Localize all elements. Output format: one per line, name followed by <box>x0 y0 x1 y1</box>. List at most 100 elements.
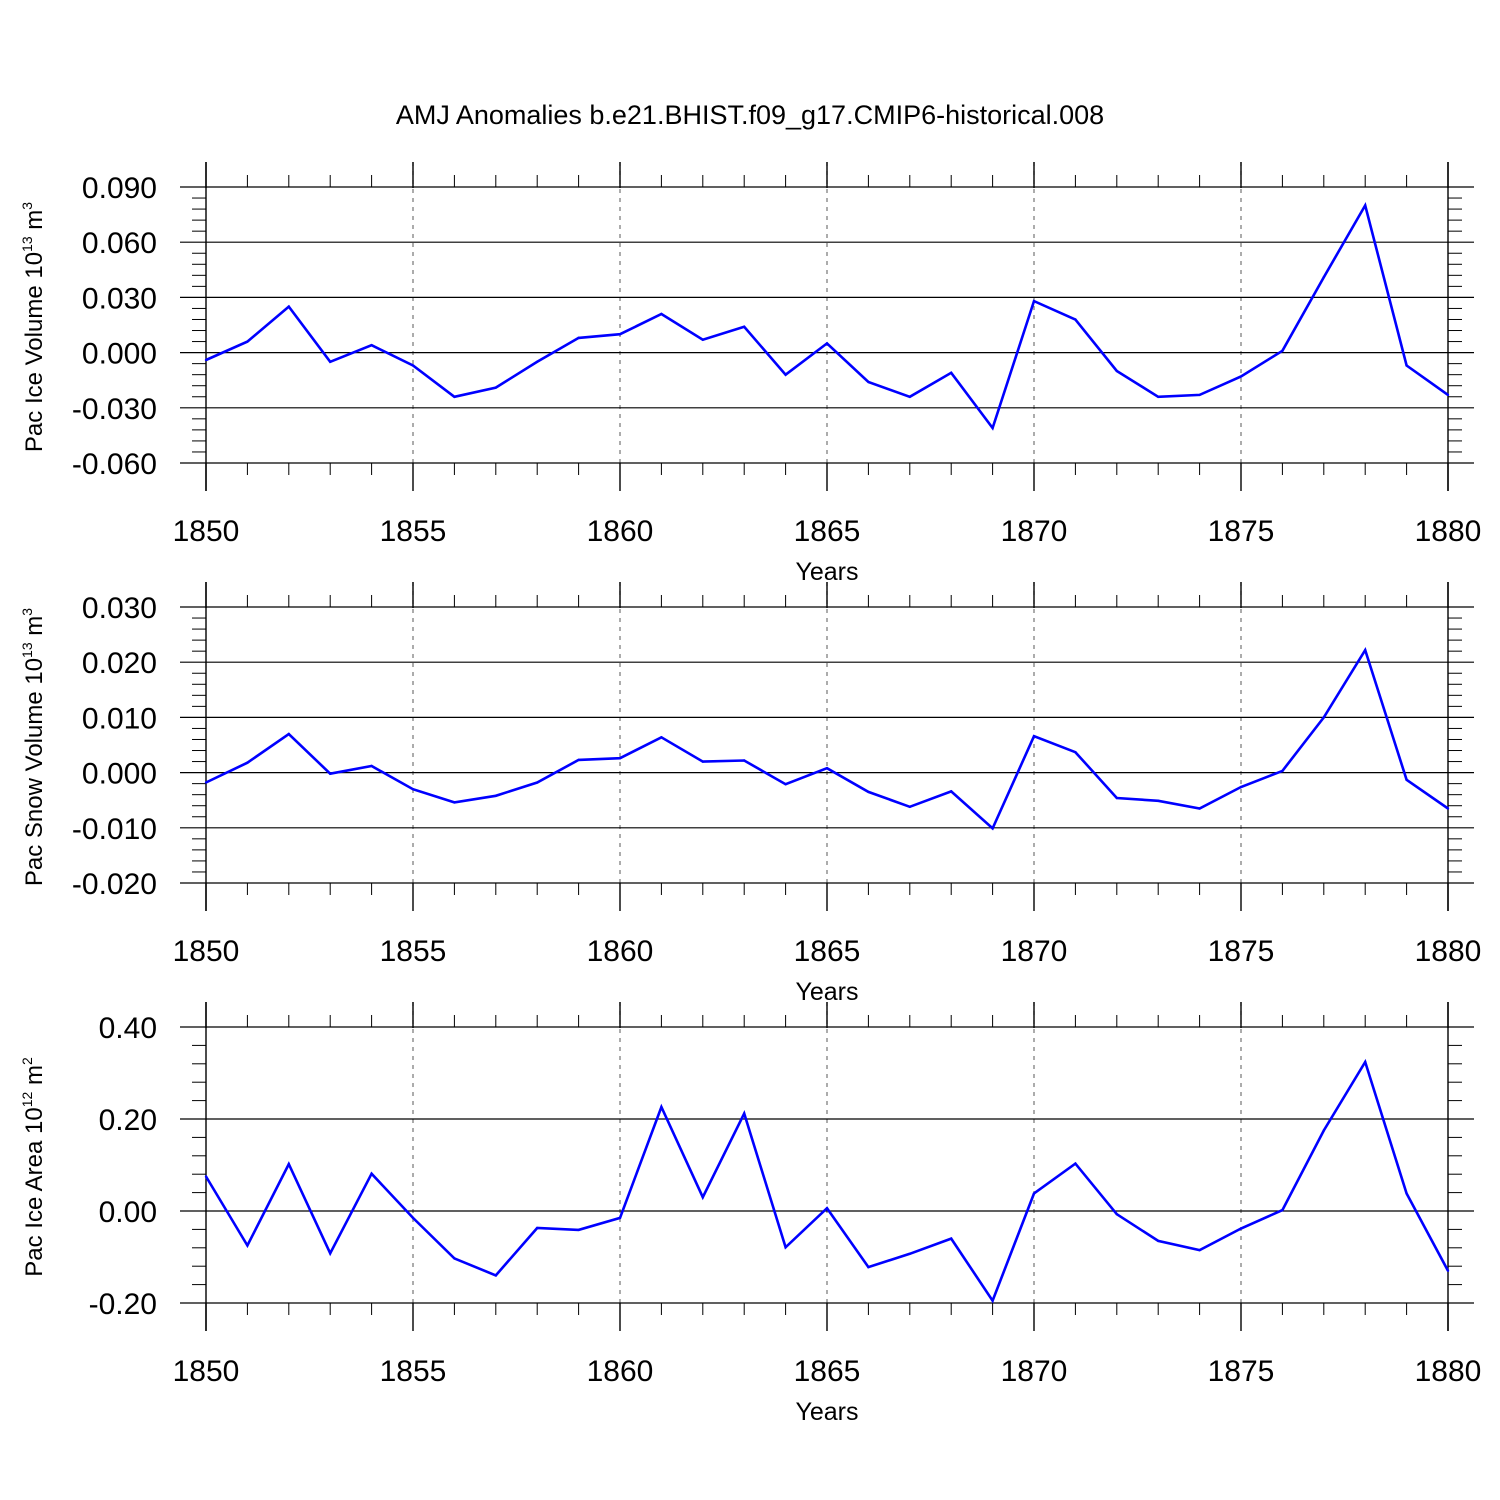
data-point <box>1364 648 1367 652</box>
x-tick-label: 1865 <box>794 935 861 968</box>
data-point <box>287 732 290 736</box>
data-point <box>1074 750 1077 754</box>
data-point <box>204 358 208 362</box>
data-point <box>287 1162 290 1166</box>
data-point <box>1322 275 1326 279</box>
y-axis-title: Pac Snow Volume 1013 m3 <box>19 608 48 886</box>
data-point <box>618 757 622 760</box>
data-point <box>1115 1213 1119 1216</box>
x-axis-title: Years <box>795 558 858 586</box>
data-point <box>329 772 332 775</box>
data-point <box>660 736 663 739</box>
x-tick-label: 1865 <box>794 515 861 548</box>
y-axis-title: Pac Ice Area 1012 m2 <box>19 1057 48 1277</box>
y-axis-title-unit-exponent: 2 <box>19 1057 35 1065</box>
data-point <box>577 758 580 762</box>
x-tick-label: 1860 <box>587 1355 654 1388</box>
data-point <box>1157 1239 1160 1243</box>
data-point <box>453 395 456 398</box>
data-point <box>618 1216 622 1220</box>
data-point <box>1198 393 1201 397</box>
data-point <box>701 760 704 763</box>
data-point <box>536 360 539 363</box>
chart-title: AMJ Anomalies b.e21.BHIST.f09_g17.CMIP6-… <box>396 100 1104 130</box>
data-point <box>1115 369 1119 373</box>
y-tick-label: 0.010 <box>82 702 157 735</box>
y-axis-title-exponent: 13 <box>19 642 35 658</box>
y-axis-title-exponent: 12 <box>19 1092 35 1108</box>
data-point <box>1405 778 1408 781</box>
data-point <box>660 1105 663 1109</box>
data-point <box>825 766 829 770</box>
data-point <box>825 342 829 345</box>
y-tick-label: -0.030 <box>72 393 157 426</box>
data-point <box>784 782 787 786</box>
y-axis-title: Pac Ice Volume 1013 m3 <box>19 202 48 452</box>
y-tick-label: 0.090 <box>82 172 157 205</box>
data-point <box>1157 395 1160 398</box>
data-point <box>1364 204 1367 207</box>
data-point <box>991 426 994 430</box>
x-tick-label: 1875 <box>1208 935 1275 968</box>
y-tick-label: -0.020 <box>72 868 157 901</box>
y-axis-title-base: Pac Snow Volume 10 <box>21 658 48 886</box>
data-point <box>784 373 787 376</box>
x-tick-label: 1870 <box>1001 1355 1068 1388</box>
data-point <box>1032 299 1036 303</box>
data-point <box>1281 349 1284 352</box>
data-point <box>204 781 208 784</box>
x-tick-label: 1850 <box>173 515 240 548</box>
data-point <box>867 790 870 794</box>
data-point <box>825 1207 829 1210</box>
data-point <box>411 1216 415 1220</box>
y-axis-title-unit-exponent: 3 <box>19 202 35 210</box>
x-tick-label: 1855 <box>380 515 447 548</box>
data-point <box>1405 364 1408 367</box>
data-point <box>370 1172 373 1175</box>
data-point <box>246 761 249 764</box>
y-tick-label: 0.060 <box>82 227 157 260</box>
x-tick-label: 1875 <box>1208 515 1275 548</box>
y-tick-label: -0.010 <box>72 813 157 846</box>
data-point <box>246 1244 249 1247</box>
x-tick-label: 1865 <box>794 1355 861 1388</box>
data-point <box>1157 799 1160 802</box>
x-tick-label: 1850 <box>173 935 240 968</box>
y-tick-label: 0.40 <box>99 1012 157 1045</box>
data-point <box>1281 769 1284 773</box>
y-axis-title-base: Pac Ice Volume 10 <box>21 252 48 452</box>
x-tick-label: 1880 <box>1415 515 1482 548</box>
data-point <box>1281 1208 1284 1212</box>
panel-2: 0.030 0.020 0.010 0.000 -0.010 -0.020 1850 1855… <box>19 582 1481 1006</box>
data-point <box>784 1246 787 1249</box>
y-axis-title-base: Pac Ice Area 10 <box>21 1107 48 1276</box>
data-point <box>536 1226 539 1230</box>
data-point <box>411 364 415 367</box>
data-point <box>1446 393 1450 397</box>
x-tick-label: 1855 <box>380 1355 447 1388</box>
data-point <box>1322 1129 1326 1132</box>
data-point <box>370 764 373 768</box>
data-point <box>743 1112 746 1115</box>
x-tick-label: 1860 <box>587 515 654 548</box>
x-tick-label: 1880 <box>1415 935 1482 968</box>
x-tick-label: 1855 <box>380 935 447 968</box>
data-point <box>867 1265 870 1269</box>
y-tick-label: -0.060 <box>72 448 157 481</box>
data-point <box>908 1252 911 1255</box>
data-point <box>329 360 332 363</box>
data-point <box>246 340 249 343</box>
y-tick-label: 0.20 <box>99 1104 157 1137</box>
x-axis-title: Years <box>795 978 858 1006</box>
x-tick-label: 1875 <box>1208 1355 1275 1388</box>
data-point <box>287 305 290 308</box>
x-tick-label: 1870 <box>1001 515 1068 548</box>
data-point <box>1032 1192 1036 1195</box>
data-point <box>1198 807 1201 810</box>
y-tick-label: 0.020 <box>82 647 157 680</box>
y-tick-label: 0.030 <box>82 282 157 315</box>
data-point <box>743 759 746 762</box>
data-point <box>991 1299 994 1302</box>
x-tick-label: 1850 <box>173 1355 240 1388</box>
